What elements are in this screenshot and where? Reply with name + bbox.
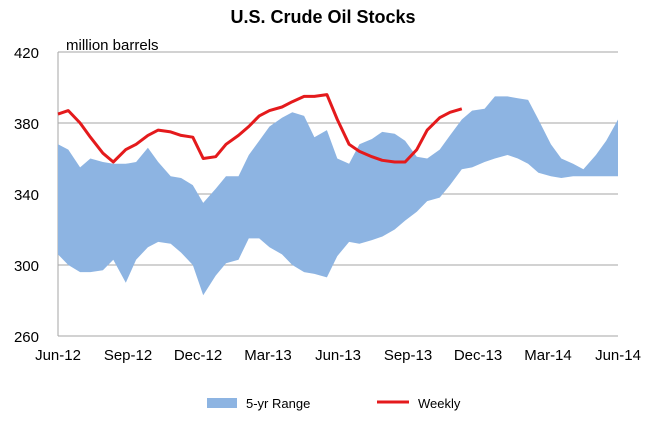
x-tick-label: Sep-12: [104, 347, 152, 364]
weekly-line-layer: [57, 93, 463, 164]
x-tick-label: Dec-13: [454, 347, 502, 364]
y-tick-label: 300: [14, 258, 39, 275]
chart-title: U.S. Crude Oil Stocks: [230, 7, 415, 27]
y-tick-label: 340: [14, 187, 39, 204]
range-band-layer: [58, 96, 618, 296]
weekly-line: [57, 93, 463, 164]
x-tick-label: Jun-14: [595, 347, 641, 364]
x-tick-label: Mar-13: [244, 347, 292, 364]
x-tick-label: Sep-13: [384, 347, 432, 364]
legend-label-range: 5-yr Range: [246, 396, 310, 411]
x-tick-label: Mar-14: [524, 347, 572, 364]
y-tick-label: 420: [14, 45, 39, 62]
range-band-area: [58, 96, 618, 296]
y-tick-label: 260: [14, 329, 39, 346]
y-tick-label: 380: [14, 116, 39, 133]
x-tick-label: Jun-12: [35, 347, 81, 364]
x-tick-label: Dec-12: [174, 347, 222, 364]
y-unit-label: million barrels: [66, 37, 159, 54]
legend-swatch-range: [207, 398, 237, 408]
legend-label-weekly: Weekly: [418, 396, 461, 411]
y-tick-labels: 260 300 340 380 420: [14, 45, 39, 346]
x-tick-labels: Jun-12 Sep-12 Dec-12 Mar-13 Jun-13 Sep-13 Dec-…: [35, 347, 641, 364]
x-tick-label: Jun-13: [315, 347, 361, 364]
legend: 5-yr Range Weekly: [207, 396, 461, 411]
